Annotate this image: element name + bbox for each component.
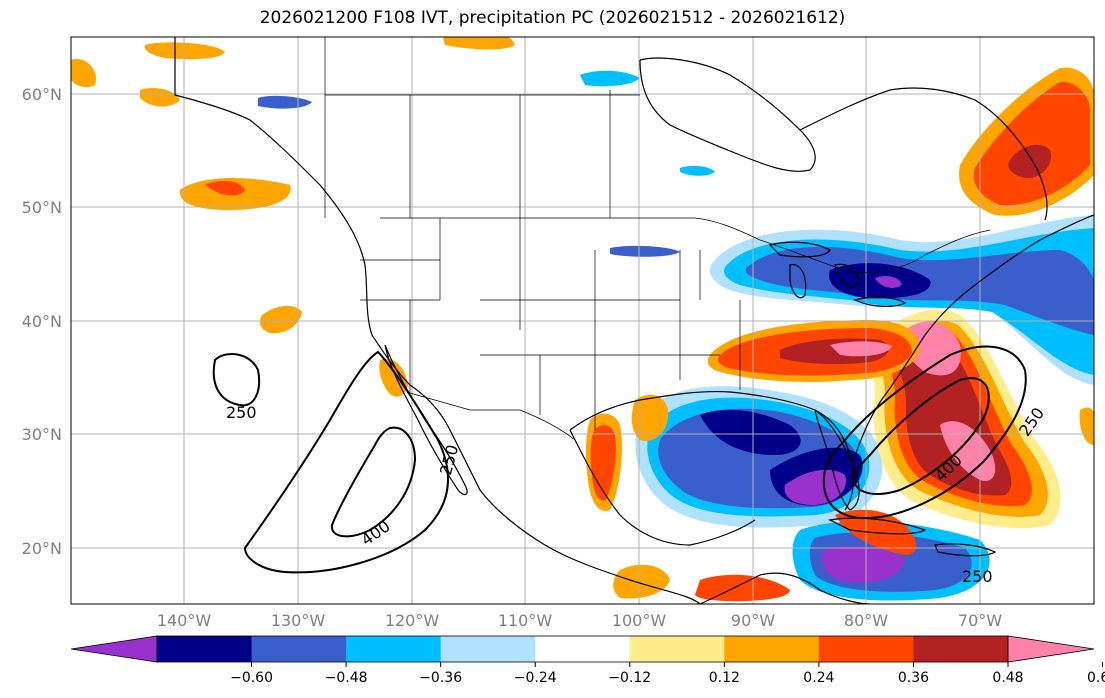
- ivt-contours: [212, 345, 1027, 574]
- lake-michigan: [789, 264, 807, 299]
- colorbar-tick-label: 0.24: [803, 670, 834, 686]
- colorbar-extend-left: [70, 635, 158, 663]
- precip-pos-pacific-strong: [205, 180, 245, 196]
- gulf-coastline: [569, 390, 854, 511]
- colorbar-segment: [346, 636, 442, 662]
- contour-label: 250: [962, 567, 993, 586]
- contour-label: 250: [226, 403, 257, 422]
- colorbar-segment: [629, 636, 725, 662]
- figure-title: 2026021200 F108 IVT, precipitation PC (2…: [259, 8, 846, 28]
- precip-neg-manitoba: [680, 165, 715, 176]
- lon-tick-label: 120°W: [385, 611, 440, 630]
- florida-coastline: [814, 409, 860, 511]
- precip-neg-hudson: [580, 70, 640, 87]
- precip-pos-ohio-peak: [830, 341, 892, 357]
- colorbar-frame: [156, 635, 1009, 663]
- colorbar-tick-label: 0.48: [992, 670, 1023, 686]
- precip-neg-caribbean-core: [821, 546, 905, 583]
- colorbar-tick-label: 0.12: [709, 670, 740, 686]
- colorbar-tick-label: −0.12: [608, 670, 651, 686]
- precip-pos-labrador-core: [1008, 144, 1051, 179]
- colorbar-segment: [818, 636, 914, 662]
- precip-pos-southmexico-moderate: [613, 564, 670, 599]
- ivt-contour-400-b: [853, 377, 990, 495]
- colorbar-tick-label: −0.60: [230, 670, 273, 686]
- lon-tick-label: 80°W: [844, 611, 888, 630]
- lat-tick-label: 40°N: [22, 312, 62, 331]
- lon-tick-label: 100°W: [612, 611, 667, 630]
- colorbar-segment: [913, 636, 1009, 662]
- canada-province-lines: [324, 37, 640, 218]
- ivt-contour-400-a: [330, 426, 417, 538]
- political-borders: [174, 37, 991, 441]
- map-frame: [70, 36, 1095, 605]
- colorbar-segment: [535, 636, 631, 662]
- lake-superior: [768, 241, 831, 258]
- colorbar-tick-label: −0.48: [325, 670, 368, 686]
- lat-axis: 60°N 50°N 40°N 30°N 20°N: [22, 85, 62, 558]
- precip-pos-atlantic-peak1: [903, 321, 961, 376]
- precip-pos-atlantic-peak2: [940, 421, 996, 481]
- central-america-coastline: [699, 572, 871, 604]
- lat-tick-label: 60°N: [22, 85, 62, 104]
- lake-erie: [853, 296, 907, 307]
- colorbar-tick-label: 0.60: [1087, 670, 1105, 686]
- colorbar-segment: [440, 636, 536, 662]
- precip-neg-gulf-core3: [784, 469, 846, 505]
- precip-pos-aleutian: [140, 88, 180, 107]
- lat-tick-label: 50°N: [22, 198, 62, 217]
- precip-pos-westedge: [71, 59, 96, 88]
- hispaniola-coastline: [934, 543, 997, 557]
- lon-tick-label: 70°W: [958, 611, 1002, 630]
- precip-pos-pacific-patch2: [260, 305, 302, 334]
- quebec-coastline: [799, 87, 1048, 221]
- colorbar-tick-label: 0.36: [898, 670, 929, 686]
- ivt-contour-250-b: [243, 350, 449, 574]
- ivt-contour-250-c: [822, 345, 1027, 520]
- colorbar-segment: [157, 636, 253, 662]
- lon-tick-label: 140°W: [157, 611, 212, 630]
- colorbar-tick-label: −0.36: [419, 670, 462, 686]
- lat-tick-label: 20°N: [22, 539, 62, 558]
- graticule: [71, 37, 1094, 604]
- colorbar: −0.60 −0.48 −0.36 −0.24 −0.12 0.12 0.24 0.36 0.4…: [70, 635, 1105, 686]
- precip-neg-gulf-core1: [700, 409, 801, 455]
- us-mexico-border: [409, 392, 576, 441]
- colorbar-tick-label: −0.24: [514, 670, 557, 686]
- colorbar-extend-right: [1007, 635, 1095, 663]
- ivt-contour-250-a: [212, 353, 260, 407]
- lat-tick-label: 30°N: [22, 425, 62, 444]
- precip-pos-northpacific: [144, 42, 225, 60]
- precip-neg-plains: [610, 245, 680, 257]
- colorbar-segment: [724, 636, 820, 662]
- precip-neg-lakes-peak: [875, 276, 902, 288]
- precip-pos-labrador-strong: [973, 81, 1090, 206]
- lon-axis: 140°W 130°W 120°W 110°W 100°W 90°W 80°W …: [157, 611, 1002, 630]
- lon-tick-label: 90°W: [731, 611, 775, 630]
- us-canada-border: [380, 217, 991, 273]
- mexico-gulf-coastline: [569, 429, 756, 546]
- precip-pos-eastedge-moderate: [1079, 407, 1094, 445]
- lon-tick-label: 130°W: [271, 611, 326, 630]
- us-west-state-lines: [360, 259, 440, 393]
- us-state-lines: [439, 218, 741, 430]
- precip-pos-northedge: [443, 37, 515, 50]
- precip-pos-gulf-patch: [631, 394, 669, 441]
- colorbar-segment: [251, 636, 347, 662]
- lon-tick-label: 110°W: [498, 611, 553, 630]
- lake-huron: [834, 263, 859, 287]
- atlantic-coastline: [851, 214, 1094, 466]
- hudson-bay-coastline: [639, 57, 816, 172]
